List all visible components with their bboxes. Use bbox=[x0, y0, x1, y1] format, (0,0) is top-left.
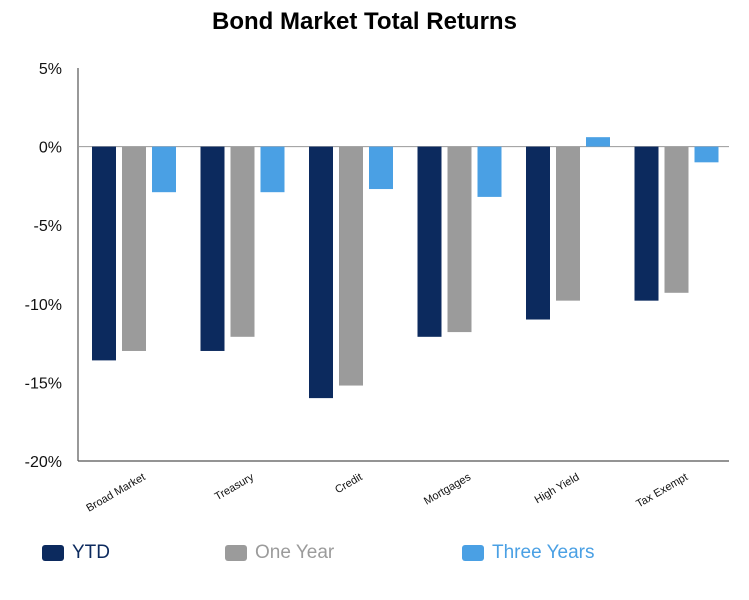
y-tick-label: -20% bbox=[25, 454, 62, 471]
legend: YTD One Year Three Years bbox=[0, 538, 749, 568]
bar-three-years bbox=[260, 146, 285, 193]
x-tick-label: Credit bbox=[333, 471, 364, 496]
y-tick-label: -5% bbox=[34, 218, 62, 235]
x-tick-label: Broad Market bbox=[84, 471, 147, 514]
legend-swatch-three-years bbox=[462, 545, 484, 561]
bar-one-year bbox=[664, 146, 689, 293]
bar-chart: 5% 0% -5% -10% -15% -20% Broad Market Treasury C… bbox=[25, 61, 729, 515]
y-tick-label: 5% bbox=[39, 61, 62, 78]
bar-one-year bbox=[230, 146, 255, 337]
legend-swatch-one-year bbox=[225, 545, 247, 561]
bar-ytd bbox=[634, 146, 659, 301]
legend-label-ytd: YTD bbox=[72, 542, 110, 563]
y-tick-label: 0% bbox=[39, 140, 62, 157]
bar-one-year bbox=[339, 146, 363, 386]
bar-one-year bbox=[447, 146, 472, 333]
bar-ytd bbox=[92, 146, 116, 361]
legend-item-one-year: One Year bbox=[225, 538, 334, 568]
bar-three-years bbox=[152, 146, 176, 193]
y-tick-label: -15% bbox=[25, 375, 62, 392]
bar-three-years bbox=[477, 146, 502, 197]
bar-ytd bbox=[200, 146, 225, 351]
bar-three-years bbox=[694, 146, 719, 163]
bar-ytd bbox=[417, 146, 442, 337]
legend-item-three-years: Three Years bbox=[462, 538, 594, 568]
y-tick-label: -10% bbox=[25, 297, 62, 314]
x-tick-label: High Yield bbox=[533, 471, 582, 506]
bar-one-year bbox=[556, 146, 580, 301]
axes bbox=[77, 68, 729, 462]
legend-item-ytd: YTD bbox=[42, 538, 110, 568]
x-tick-label: Tax Exempt bbox=[634, 471, 690, 510]
chart-title: Bond Market Total Returns bbox=[212, 8, 517, 35]
legend-label-one-year: One Year bbox=[255, 542, 335, 563]
legend-label-three-years: Three Years bbox=[492, 542, 595, 563]
bar-one-year bbox=[122, 146, 146, 351]
bar-ytd bbox=[526, 146, 550, 320]
bar-three-years bbox=[586, 137, 610, 147]
x-tick-label: Treasury bbox=[213, 471, 257, 503]
bar-three-years bbox=[369, 146, 393, 190]
bar-ytd bbox=[309, 146, 333, 399]
legend-swatch-ytd bbox=[42, 545, 64, 561]
x-tick-label: Mortgages bbox=[422, 471, 473, 508]
bars bbox=[92, 137, 719, 399]
